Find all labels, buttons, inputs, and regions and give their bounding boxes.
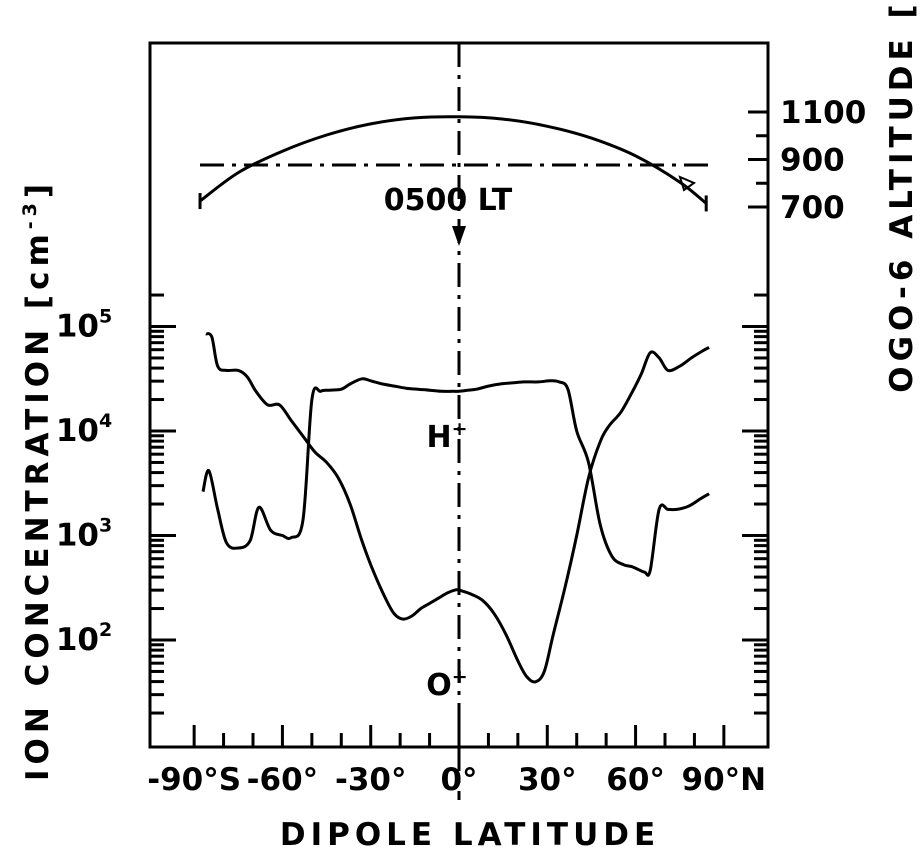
y-tick-label-exponent: 2 (99, 619, 112, 641)
x-tick-label: -30° (335, 762, 407, 798)
tick-group (150, 110, 768, 747)
altitude-curve (199, 115, 708, 205)
x-tick-label: -60° (247, 762, 319, 798)
x-axis-title: DIPOLE LATITUDE (280, 817, 660, 847)
altitude-tick-label: 900 (780, 143, 845, 179)
local-time-label: 0500 LT (384, 183, 513, 218)
y-tick-label: 103 (56, 515, 112, 554)
y-tick-label: 104 (56, 410, 112, 449)
y-tick-label: 105 (56, 306, 112, 345)
y-axis-unit-exponent: -3 (19, 198, 41, 229)
h-plus-label: H+ (426, 418, 467, 455)
down-arrow-marker (452, 226, 466, 246)
altitude-tick-label: 1100 (780, 95, 866, 131)
y-tick-label-exponent: 5 (99, 306, 112, 328)
x-tick-label: 0° (440, 762, 477, 798)
series-group (198, 115, 710, 684)
y-tick-label-exponent: 3 (99, 515, 112, 537)
o-plus-label-sup: + (452, 666, 468, 688)
o-plus-line (205, 332, 710, 684)
x-tick-label: -90°S (147, 762, 241, 798)
h-plus-label-sup: + (452, 418, 468, 440)
label-group: -90°S -60° -30° 0° 30° 60° 90°N 102 103 104 105 700… (19, 0, 920, 847)
y-axis-title-left: ION CONCENTRATION [cm-3] (19, 179, 56, 781)
y-axis-title-right: OGO-6 ALTITUDE [km] (884, 0, 920, 393)
x-tick-label: 60° (606, 762, 665, 798)
y-tick-label-exponent: 4 (99, 410, 112, 432)
altitude-direction-arrow (678, 175, 697, 192)
y-axis-unit-close: ] (20, 179, 56, 198)
o-plus-label: O+ (426, 666, 467, 703)
h-plus-line (201, 377, 710, 577)
y-tick-label: 102 (56, 619, 112, 658)
x-tick-label: 90°N (682, 762, 767, 798)
x-tick-label: 30° (518, 762, 577, 798)
altitude-tick-label: 700 (780, 190, 845, 226)
